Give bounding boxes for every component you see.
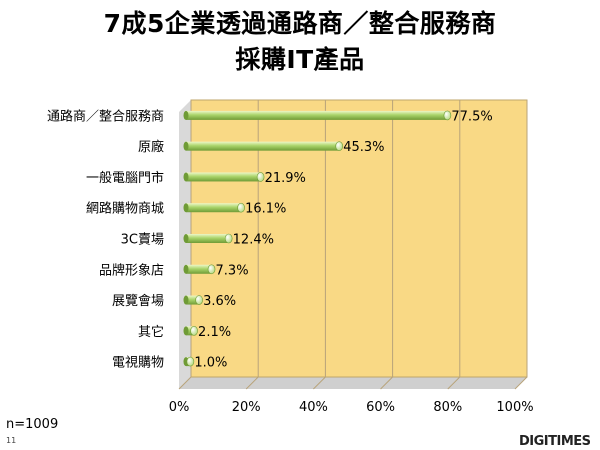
x-tick-label: 60% [366,400,395,415]
data-label: 1.0% [194,356,227,371]
x-tick-label: 40% [299,400,328,415]
sample-size-note: n=1009 [6,417,59,432]
category-label: 原廠 [138,139,164,155]
bar [183,326,198,336]
gridline-floor [178,376,192,390]
category-label: 網路購物商城 [86,201,164,217]
data-label: 12.4% [233,233,274,248]
chart-title-line-2: 採購IT產品 [235,45,365,74]
category-label: 3C賣場 [121,233,164,248]
bar [183,233,233,244]
digitimes-logo: DIGITIMES [519,434,591,449]
category-label: 電視購物 [112,356,164,371]
data-label: 45.3% [343,140,384,155]
gridline-floor [245,376,259,390]
x-tick-label: 20% [232,400,261,415]
bar [183,110,452,121]
bar [183,356,195,367]
category-label: 品牌形象店 [99,262,164,278]
category-label: 其它 [138,324,164,340]
category-label: 一般電腦門市 [86,170,164,186]
gridline-floor [514,376,528,390]
data-label: 16.1% [245,202,286,217]
bar [183,141,344,151]
category-label: 展覽會場 [112,294,164,309]
page-number: 11 [6,436,17,445]
bar [183,172,265,182]
category-label: 通路商／整合服務商 [47,108,164,124]
x-tick-label: 80% [433,400,462,415]
bar [183,202,245,213]
x-tick-label: 0% [169,400,190,415]
gridline-floor [313,376,326,390]
chart-title-line-1: 7成5企業透過通路商／整合服務商 [103,9,497,38]
data-label: 2.1% [198,325,231,340]
gridline-floor [447,376,461,390]
plot-side-wall [179,100,191,389]
bar [183,295,203,305]
data-label: 7.3% [216,263,249,278]
data-label: 21.9% [265,171,306,186]
gridline-floor [380,376,393,390]
x-tick-label: 100% [496,400,533,415]
bar [183,264,216,275]
data-label: 3.6% [203,294,236,309]
data-label: 77.5% [451,109,492,124]
plot-floor [179,377,527,389]
